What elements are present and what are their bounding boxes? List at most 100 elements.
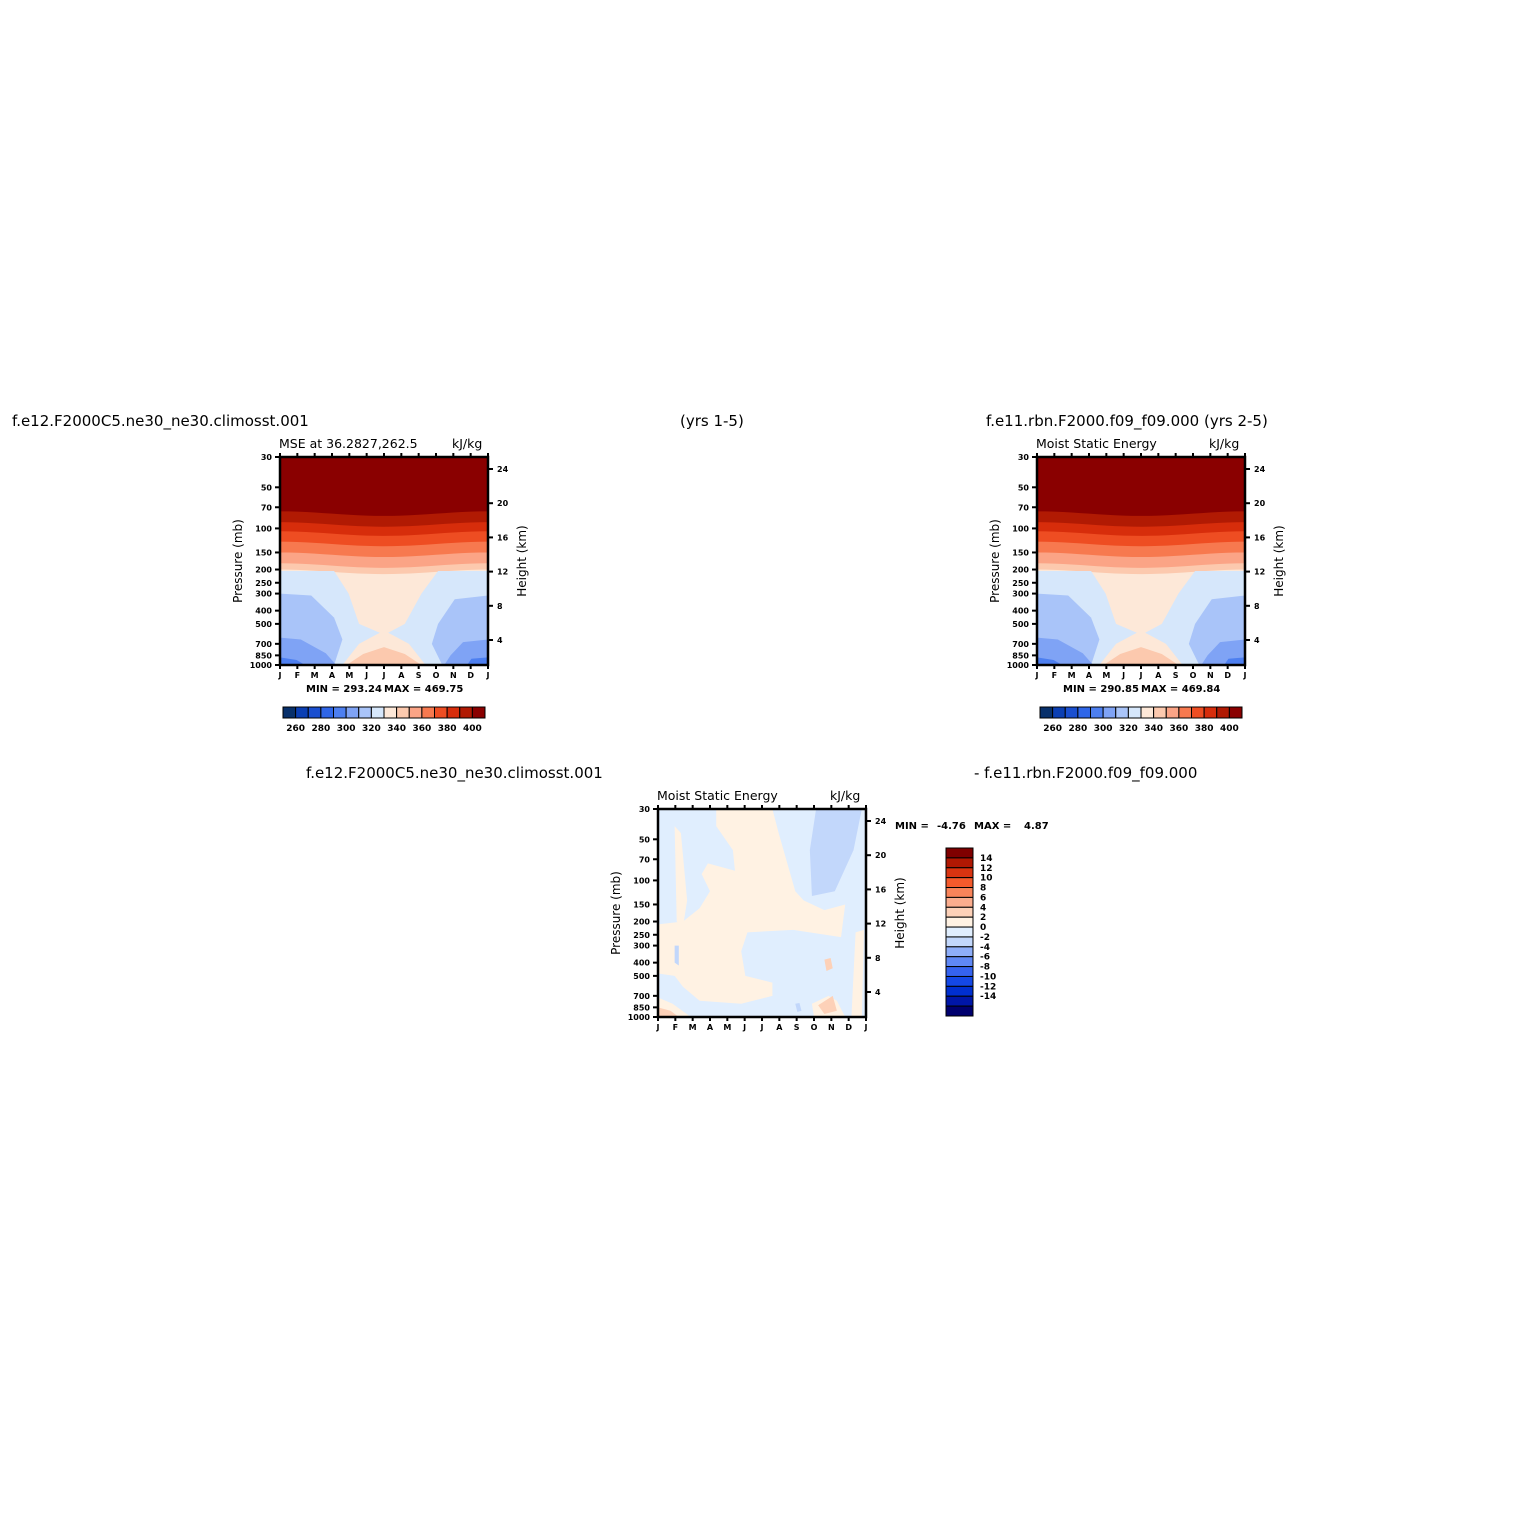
header-right-case: f.e11.rbn.F2000.f09_f09.000 (yrs 2-5) — [986, 412, 1268, 430]
panel1-title: MSE at 36.2827,262.5 — [279, 436, 418, 451]
panel2-ytick-label: 500 — [1012, 620, 1029, 629]
panel2-ytick-label: 250 — [1012, 579, 1029, 588]
panel1-colorbar-box — [459, 706, 473, 719]
panel3-colorbar-box — [945, 847, 974, 859]
panel3-colorbar-box — [945, 985, 974, 997]
panel1-colorbar: 260 280 300 320 340 360 380 400 — [282, 706, 486, 734]
panel1-xtick-label: J — [364, 671, 368, 680]
panel3-colorbar-box — [945, 956, 974, 968]
panel1-deep-left — [280, 637, 337, 665]
panel3-colorbar-box — [945, 926, 974, 938]
panel3-rtick-label: 4 — [875, 988, 881, 997]
panel3-rtick-label: 24 — [875, 817, 887, 826]
panel1-colorbar-box — [333, 706, 347, 719]
panel3-ytick-label: 30 — [639, 805, 651, 814]
panel1-rtick-label: 12 — [497, 568, 508, 577]
panel1-colorbar-label: 380 — [438, 724, 457, 734]
panel2-colorbar-box — [1191, 706, 1205, 719]
panel3-xtick-label: A — [707, 1023, 714, 1032]
panel3-xtick-label: J — [760, 1023, 764, 1032]
panel3-colorbar-label: -6 — [980, 953, 990, 963]
panel2-colorbar-box — [1090, 706, 1104, 719]
panel3-ytick-label: 400 — [633, 959, 650, 968]
panel3-xtick-label: S — [794, 1023, 800, 1032]
panel3-ytick-label: 150 — [633, 900, 650, 909]
panel2-ytick-label: 30 — [1018, 453, 1030, 462]
panel2-colorbar-box — [1127, 706, 1142, 719]
panel3-spot-negative-2 — [674, 945, 679, 966]
panel1-ytick-label: 50 — [261, 483, 273, 492]
panel1-deepest-left — [280, 657, 305, 665]
panel3-colorbar-box — [945, 995, 974, 1007]
panel3-colorbar-box — [945, 877, 974, 889]
panel2-colorbar-box — [1165, 706, 1180, 719]
panel2-colorbar-label: 340 — [1144, 724, 1163, 734]
panel1-colorbar-label: 340 — [387, 724, 406, 734]
panel1-ytick-label: 100 — [255, 524, 272, 533]
panel2-colorbar-box — [1102, 706, 1117, 719]
panel3-ytick-label: 50 — [639, 835, 651, 844]
panel3-ytick-label: 100 — [633, 876, 650, 885]
panel2-xtick-label: A — [1155, 671, 1162, 680]
panel1-panel: J F M A M J J A S O N D J305070100150200250300400500… — [231, 453, 529, 680]
panel1-colorbar-label: 400 — [463, 724, 482, 734]
panel3-xtick-label: M — [723, 1023, 731, 1032]
panel1-xtick-label: D — [467, 671, 474, 680]
panel3-colorbar-label: -2 — [980, 933, 990, 943]
panel3-xtick-label: D — [845, 1023, 852, 1032]
panel3-spot-positive-2 — [818, 995, 837, 1014]
panel1-colorbar-box — [396, 706, 410, 719]
panel1-ytick-label: 850 — [255, 651, 272, 660]
panel2-colorbar-box — [1077, 706, 1091, 719]
panel2-colorbar-box — [1064, 706, 1079, 719]
panel3-xtick-label: O — [811, 1023, 818, 1032]
panel1-colorbar-label: 300 — [337, 724, 356, 734]
panel1-xtick-label: M — [345, 671, 353, 680]
panel1-rtick-label: 24 — [497, 465, 509, 474]
panel3-ylabel-right: Height (km) — [893, 877, 907, 948]
panel3-ytick-label: 1000 — [628, 1013, 651, 1022]
panel1-colorbar-label: 280 — [311, 724, 330, 734]
panel1-colorbar-box — [282, 706, 297, 719]
panel3-units: kJ/kg — [830, 788, 861, 803]
panel2-xtick-label: F — [1052, 671, 1057, 680]
panel2-xtick-label: J — [1121, 671, 1125, 680]
panel3-xtick-label: J — [656, 1023, 660, 1032]
panel3-xtick-label: N — [828, 1023, 835, 1032]
panel3-colorbar-label: 10 — [980, 874, 993, 884]
panel2-xtick-label: D — [1224, 671, 1231, 680]
panel3-colorbar-label: -4 — [980, 943, 990, 953]
panel3-ytick-label: 250 — [633, 931, 650, 940]
panel3-colorbar-box — [945, 857, 974, 869]
header-diff-left-case: f.e12.F2000C5.ne30_ne30.climosst.001 — [306, 764, 603, 782]
panel3-colorbar-label: -10 — [980, 972, 996, 982]
panel2-ytick-label: 850 — [1012, 651, 1029, 660]
panel1-colorbar-box — [295, 706, 309, 719]
panel1-colorbar-box — [421, 706, 435, 719]
panel2-xtick-label: J — [1035, 671, 1039, 680]
panel2-panel: J F M A M J J A S O N D J305070100150200250300400500… — [988, 453, 1286, 680]
panel1-band-top — [280, 457, 488, 501]
panel3-xtick-label: J — [864, 1023, 868, 1032]
panel2-colorbar-box — [1115, 706, 1129, 719]
panel3-colorbar-box — [945, 975, 974, 987]
panel2-deepest-left — [1037, 657, 1062, 665]
panel2-colorbar-box — [1203, 706, 1218, 719]
header-years: (yrs 1-5) — [680, 412, 744, 430]
panel1-max-label: MAX = 469.75 — [384, 684, 464, 695]
panel1-colorbar-box — [320, 706, 334, 719]
panel2-colorbar-box — [1153, 706, 1167, 719]
panel2-ylabel-right: Height (km) — [1272, 525, 1286, 596]
panel3-xtick-label: M — [689, 1023, 697, 1032]
panel2-ytick-label: 700 — [1012, 640, 1029, 649]
panel3-colorbar-box — [945, 906, 974, 918]
panel1-rtick-label: 4 — [497, 636, 503, 645]
panel3-streak-positive — [674, 826, 688, 928]
panel3-colorbar-box — [945, 867, 974, 879]
panel2-xtick-label: M — [1068, 671, 1076, 680]
panel1-xtick-label: A — [329, 671, 336, 680]
panel2-colorbar-box — [1052, 706, 1066, 719]
panel1-deepest-right — [467, 657, 488, 665]
panel2-xtick-label: M — [1102, 671, 1110, 680]
